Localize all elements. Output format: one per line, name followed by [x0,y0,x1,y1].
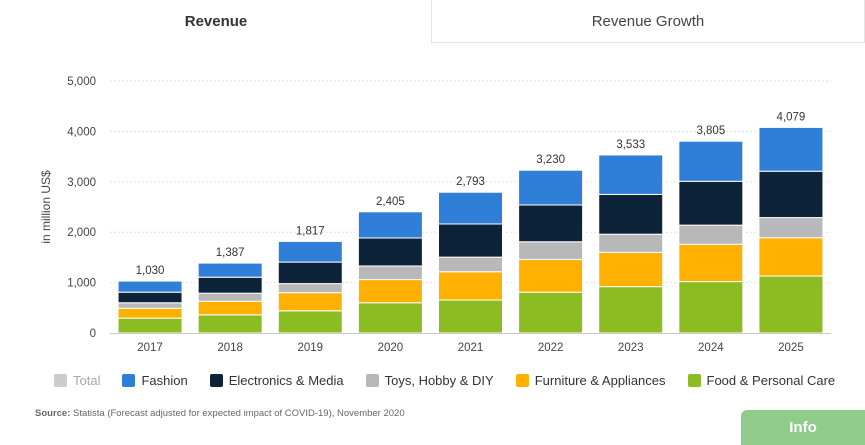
x-tick-label: 2022 [538,342,564,353]
bar-segment-furniture [518,258,584,293]
legend-item-toys[interactable]: Toys, Hobby & DIY [365,373,494,388]
bar-segment-fashion [117,280,183,293]
bar-segment-furniture [438,271,503,301]
source-note: Source: Statista (Forecast adjusted for … [35,408,405,419]
bar-segment-furniture [598,251,664,288]
total-data-label: 3,805 [696,125,725,137]
bar-segment-furniture [357,279,423,304]
bar-segment-electronics [197,276,263,294]
revenue-bar-chart: 0 1,000 2,000 3,000 4,000 5,000 in million US$… [39,76,831,353]
bar-segment-furniture [197,300,263,316]
bar-segment-toys [357,265,423,281]
bar-segment-fashion [518,169,584,206]
bar-segment-furniture [117,307,183,319]
tab-revenue-growth[interactable]: Revenue Growth [431,0,865,43]
y-tick-label: 2,000 [67,227,96,239]
bar-segment-toys [598,233,664,253]
y-tick-label: 5,000 [67,76,96,88]
legend-label-fashion: Fashion [141,373,188,388]
legend-swatch-total [54,374,67,387]
legend-label-furniture: Furniture & Appliances [534,373,666,388]
y-tick-label: 4,000 [67,126,96,138]
info-button[interactable]: Info [741,410,865,445]
total-data-label: 1,387 [216,247,245,259]
bar-segment-food [518,291,584,334]
legend-label-food: Food & Personal Care [706,373,836,388]
bar-segment-food [598,286,664,334]
bar-segment-electronics [438,223,503,258]
bar-segment-fashion [357,211,423,239]
bar-segment-toys [758,217,824,239]
total-data-label: 2,793 [456,176,485,188]
y-axis-title: in million US$ [39,170,53,244]
legend-item-food[interactable]: Food & Personal Care [687,373,836,388]
source-label: Source: [35,408,71,419]
bar-segment-furniture [277,292,343,312]
bar-segment-electronics [678,180,744,226]
legend-item-furniture[interactable]: Furniture & Appliances [515,373,666,388]
bar-segment-electronics [357,237,423,267]
bar-segment-fashion [678,140,744,182]
bar-segment-electronics [277,261,343,285]
legend-item-total[interactable]: Total [54,373,100,388]
bar-segment-electronics [598,193,664,235]
x-tick-label: 2018 [217,342,243,353]
source-text: Statista (Forecast adjusted for expected… [70,408,405,419]
x-tick-label: 2025 [778,342,804,353]
bar-segment-fashion [438,191,503,225]
bar-segment-furniture [678,243,744,283]
x-tick-label: 2023 [618,342,644,353]
tab-revenue[interactable]: Revenue [184,13,248,30]
bar-segment-fashion [758,126,824,172]
total-data-label: 1,030 [136,265,165,277]
x-tick-label: 2020 [378,342,404,353]
legend-swatch-food [687,374,701,387]
bar-segment-toys [277,283,343,294]
bar-segment-fashion [277,240,343,263]
bar-segment-food [117,317,183,334]
bar-segment-toys [678,224,744,245]
bar-segment-electronics [758,170,824,219]
y-tick-label: 3,000 [67,177,96,189]
bar-segment-food [197,314,263,334]
legend-swatch-fashion [122,374,136,387]
y-tick-label: 1,000 [67,278,96,290]
legend-item-electronics[interactable]: Electronics & Media [209,373,344,388]
bar-segment-toys [197,292,263,302]
legend-swatch-furniture [515,374,529,387]
bar-segment-food [758,275,824,334]
chart-legend: Total Fashion Electronics & Media Toys, … [54,373,835,388]
bar-segment-toys [438,256,503,273]
bar-segment-toys [117,302,183,309]
total-data-label: 1,817 [296,225,325,237]
bar-segment-electronics [518,204,584,243]
x-tick-label: 2024 [698,342,724,353]
bar-segment-fashion [598,154,664,195]
total-data-label: 3,230 [536,154,565,166]
legend-swatch-toys [365,374,379,387]
legend-label-total: Total [73,373,101,388]
total-data-label: 2,405 [376,196,405,208]
bar-segment-food [438,299,503,334]
bar-segment-fashion [197,262,263,278]
bar-segment-food [277,310,343,334]
bar-segment-food [357,302,423,334]
total-data-label: 4,079 [777,111,806,123]
x-tick-label: 2019 [297,342,323,353]
bar-segment-furniture [758,237,824,277]
bar-segment-toys [518,241,584,260]
x-tick-label: 2021 [458,342,484,353]
total-data-label: 3,533 [616,139,645,151]
bar-segment-food [678,281,744,334]
y-tick-label: 0 [90,328,96,340]
x-tick-label: 2017 [137,342,163,353]
legend-label-toys: Toys, Hobby & DIY [384,373,494,388]
legend-item-fashion[interactable]: Fashion [122,373,188,388]
legend-label-electronics: Electronics & Media [228,373,344,388]
bar-segment-electronics [117,291,183,304]
legend-swatch-electronics [209,374,223,387]
